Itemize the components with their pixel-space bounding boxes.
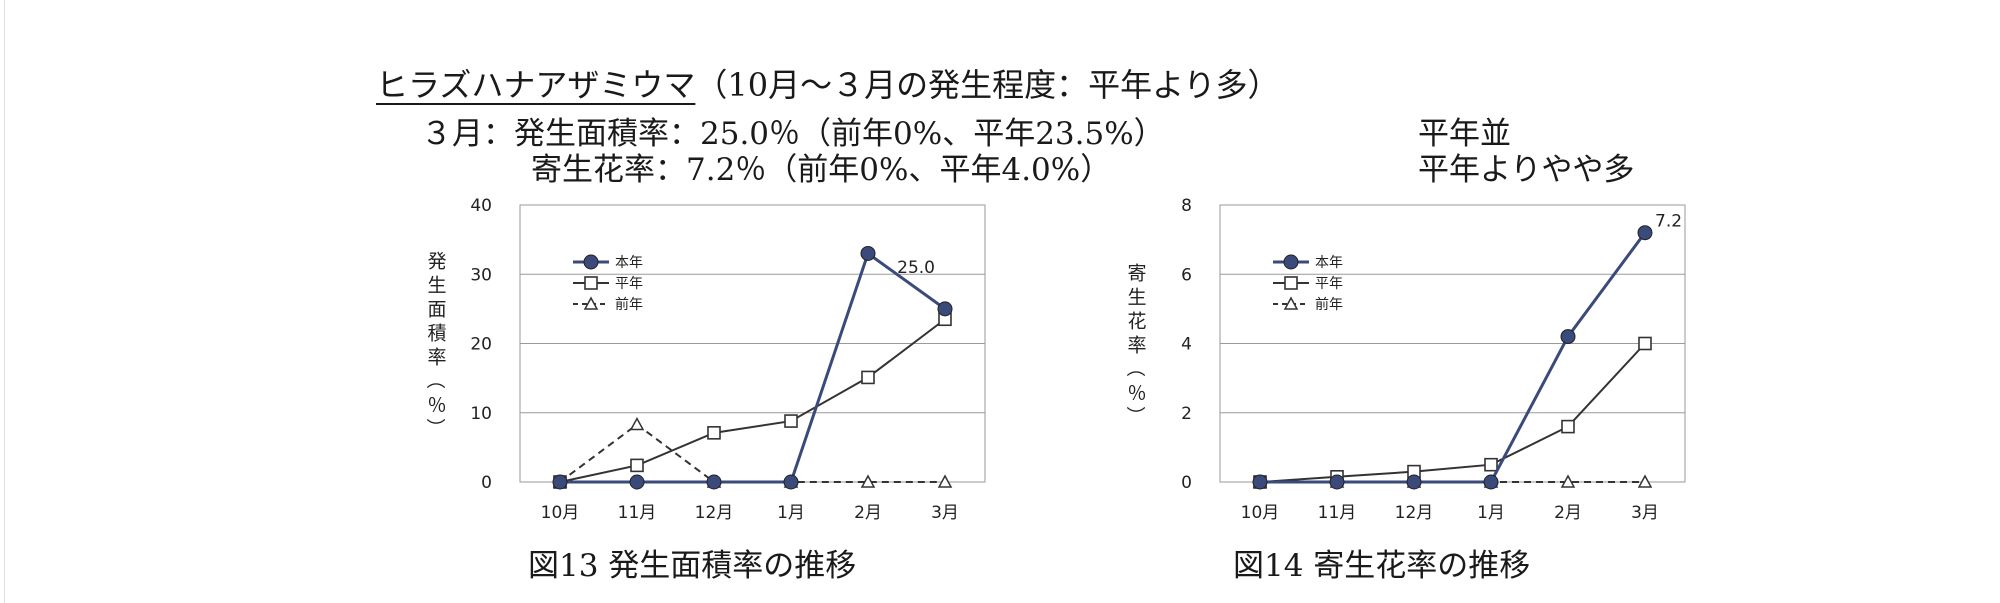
legend-label-0: 本年: [1315, 255, 1343, 271]
data-point-1-3: [784, 414, 798, 428]
y-axis-label-char: ％: [427, 395, 446, 417]
legend-marker-0: [1283, 254, 1299, 270]
y-axis-label-char: 花: [1127, 311, 1146, 333]
y-axis-label-char: 生: [427, 275, 446, 297]
series-line-0: [1260, 231, 1647, 484]
x-tick-label: 12月: [1395, 503, 1434, 523]
y-axis-label-char: 寄: [1127, 263, 1146, 285]
figure-13-caption: 図13 発生面積率の推移: [528, 548, 857, 584]
y-tick-label: 8: [1181, 196, 1192, 216]
data-point-0-0: [552, 474, 568, 490]
data-point-1-4: [1561, 419, 1575, 434]
y-tick-label: 6: [1181, 265, 1192, 285]
area-rate-chart: 0 10 20 30 40 10月 11月 12月 1月 2月 3月 発生面積率（ ％） 25.0 本年平年…: [424, 196, 986, 523]
data-point-2-1: [629, 416, 645, 431]
legend-marker-0: [583, 254, 599, 270]
area-rate-summary: ３月：発生面積率：25.0％（前年0%、平年23.5%）: [421, 116, 1165, 152]
data-point-1-2: [707, 426, 721, 440]
legend-label-2: 前年: [615, 296, 643, 313]
report-heading: ヒラズハナアザミウマ（10月～３月の発生程度：平年より多）: [376, 60, 1279, 106]
flower-rate-summary: 寄生花率：7.2％（前年0%、平年4.0%）: [531, 152, 1112, 188]
pest-name: ヒラズハナアザミウマ: [376, 66, 696, 104]
data-point-0-2: [1406, 474, 1422, 490]
x-tick-label: 2月: [854, 503, 882, 523]
x-tick-label: 12月: [695, 503, 734, 523]
data-point-0-4: [1560, 329, 1576, 345]
y-axis-label-char: （: [425, 370, 446, 389]
y-tick-label: 0: [1181, 473, 1192, 493]
y-tick-label: 20: [470, 335, 492, 355]
data-point-0-1: [629, 474, 645, 490]
data-point-2-4: [860, 474, 876, 488]
x-tick-label: 2月: [1554, 503, 1582, 523]
data-point-1-1: [630, 458, 644, 473]
legend-marker-1: [584, 276, 598, 290]
data-label: 25.0: [897, 258, 935, 278]
data-point-2-5: [937, 474, 953, 488]
legend-label-1: 平年: [615, 276, 643, 292]
data-point-2-5: [1637, 474, 1653, 488]
y-tick-label: 10: [470, 404, 492, 424]
area-rate-assessment: 平年並: [1418, 116, 1511, 152]
figure-14-caption: 図14 寄生花率の推移: [1233, 548, 1531, 584]
y-axis-label-char: 率: [1127, 335, 1146, 357]
data-point-0-0: [1252, 474, 1268, 490]
y-tick-label: 30: [470, 265, 492, 285]
series-line-0: [560, 251, 946, 484]
y-axis-label-char: ）: [425, 418, 446, 437]
x-tick-label: 10月: [541, 503, 580, 523]
x-tick-label: 1月: [777, 503, 805, 523]
y-axis-label-char: 面: [427, 299, 446, 321]
y-tick-label: 40: [470, 196, 492, 216]
x-tick-label: 3月: [931, 503, 959, 523]
legend-label-1: 平年: [1315, 276, 1343, 292]
data-point-0-4: [860, 245, 876, 261]
flower-rate-assessment: 平年よりやや多: [1418, 152, 1635, 188]
x-tick-label: 1月: [1477, 503, 1505, 523]
legend-label-2: 前年: [1315, 296, 1343, 313]
area-rate-chart-panel: 0 10 20 30 40 10月 11月 12月 1月 2月 3月 発生面積率（ ％） 25.0 本年平年…: [424, 190, 1015, 539]
data-point-1-4: [861, 370, 875, 385]
y-axis-label-char: ％: [1127, 383, 1146, 405]
occurrence-level: （10月～３月の発生程度：平年より多）: [695, 66, 1280, 104]
data-point-0-2: [706, 474, 722, 490]
legend-marker-1: [1284, 276, 1298, 290]
legend-label-0: 本年: [615, 255, 643, 271]
y-axis-label-char: 発: [427, 251, 446, 273]
x-tick-label: 3月: [1631, 503, 1659, 523]
data-point-0-3: [1483, 474, 1499, 490]
x-tick-label: 10月: [1241, 503, 1280, 523]
y-axis-label-char: 率: [427, 347, 446, 369]
series-line-1: [559, 318, 946, 483]
legend-marker-2: [1283, 296, 1299, 310]
y-tick-label: 0: [481, 473, 492, 493]
data-point-0-5: [937, 301, 953, 317]
data-point-0-3: [783, 474, 799, 490]
page-edge-rule: [4, 0, 5, 603]
y-axis-label-char: ）: [1125, 406, 1146, 425]
data-point-0-1: [1329, 474, 1345, 490]
data-point-2-4: [1560, 474, 1576, 488]
data-point-0-5: [1637, 225, 1653, 241]
y-axis-label-char: 生: [1127, 287, 1146, 309]
y-axis-label-char: （: [1125, 358, 1146, 377]
y-tick-label: 4: [1181, 335, 1192, 355]
data-point-1-5: [1638, 336, 1652, 351]
y-axis-label-char: 積: [427, 323, 446, 345]
y-tick-label: 2: [1181, 404, 1192, 424]
series-line-1: [1259, 342, 1646, 483]
x-tick-label: 11月: [618, 503, 657, 523]
data-label: 7.2: [1655, 212, 1682, 232]
data-point-1-3: [1484, 457, 1498, 472]
legend-marker-2: [583, 296, 599, 310]
flower-rate-chart-panel: 0 2 4 6 8 10月 11月 12月 1月 2月 3月 寄生花率（ ％） 7.2 本年平年前年: [1124, 190, 1715, 539]
x-tick-label: 11月: [1318, 503, 1357, 523]
